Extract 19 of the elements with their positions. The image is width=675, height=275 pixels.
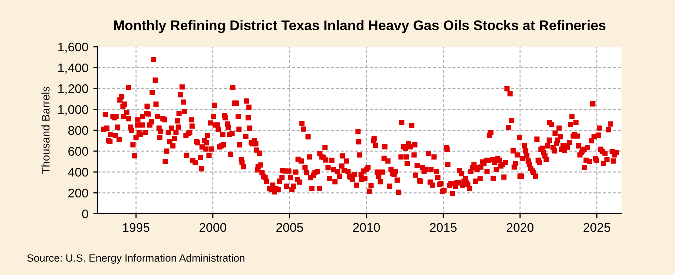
y-tick-label: 800: [68, 126, 88, 136]
y-tick-label: 0: [82, 210, 88, 219]
y-axis-title: Thousand Barrels: [42, 87, 50, 174]
source-note: Source: U.S. Energy Information Administration: [27, 254, 245, 264]
y-tick-label: 200: [68, 188, 88, 198]
x-tick-label: 2020: [507, 223, 534, 232]
x-tick-label: 1995: [123, 223, 150, 232]
x-tick-label: 2005: [276, 223, 304, 232]
y-tick-label: 1,200: [58, 84, 88, 95]
x-tick-label: 2025: [584, 223, 610, 232]
x-tick-label: 2000: [200, 223, 226, 232]
x-tick-label: 2010: [353, 223, 380, 232]
y-tick-label: 1,400: [58, 64, 88, 74]
y-tick-label: 1,000: [58, 105, 88, 116]
y-tick-label: 400: [68, 168, 88, 177]
x-tick-label: 2015: [430, 223, 457, 232]
chart-title: Monthly Refining District Texas Inland Heavy Gas Oils Stocks at Refineries: [114, 20, 606, 34]
y-tick-label: 600: [68, 147, 88, 156]
y-tick-label: 1,600: [58, 42, 88, 54]
